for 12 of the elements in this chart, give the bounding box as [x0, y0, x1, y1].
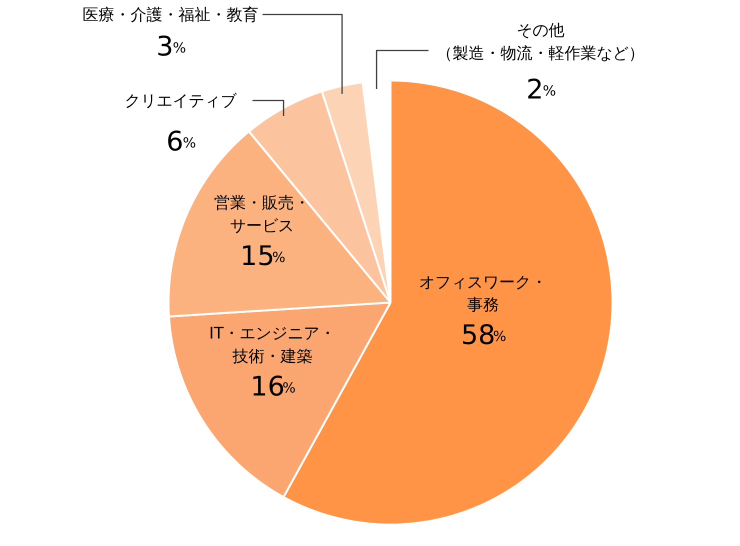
data-label: 16% — [250, 371, 296, 402]
data-label: 3% — [156, 32, 186, 62]
data-label: 15% — [240, 240, 286, 272]
slice-label: IT・エンジニア・技術・建築 — [209, 324, 336, 366]
data-label: 58% — [460, 320, 506, 352]
slice-label: その他（製造・物流・軽作業など） — [436, 20, 644, 62]
slice-label: 営業・販売・サービス — [214, 193, 310, 235]
data-label: 6% — [166, 126, 196, 158]
slice-label: オフィスワーク・事務 — [418, 272, 547, 314]
slice-label: クリエイティブ — [124, 91, 238, 110]
slice-label: 医療・介護・福祉・教育 — [82, 5, 258, 24]
data-label: 2% — [526, 74, 556, 106]
